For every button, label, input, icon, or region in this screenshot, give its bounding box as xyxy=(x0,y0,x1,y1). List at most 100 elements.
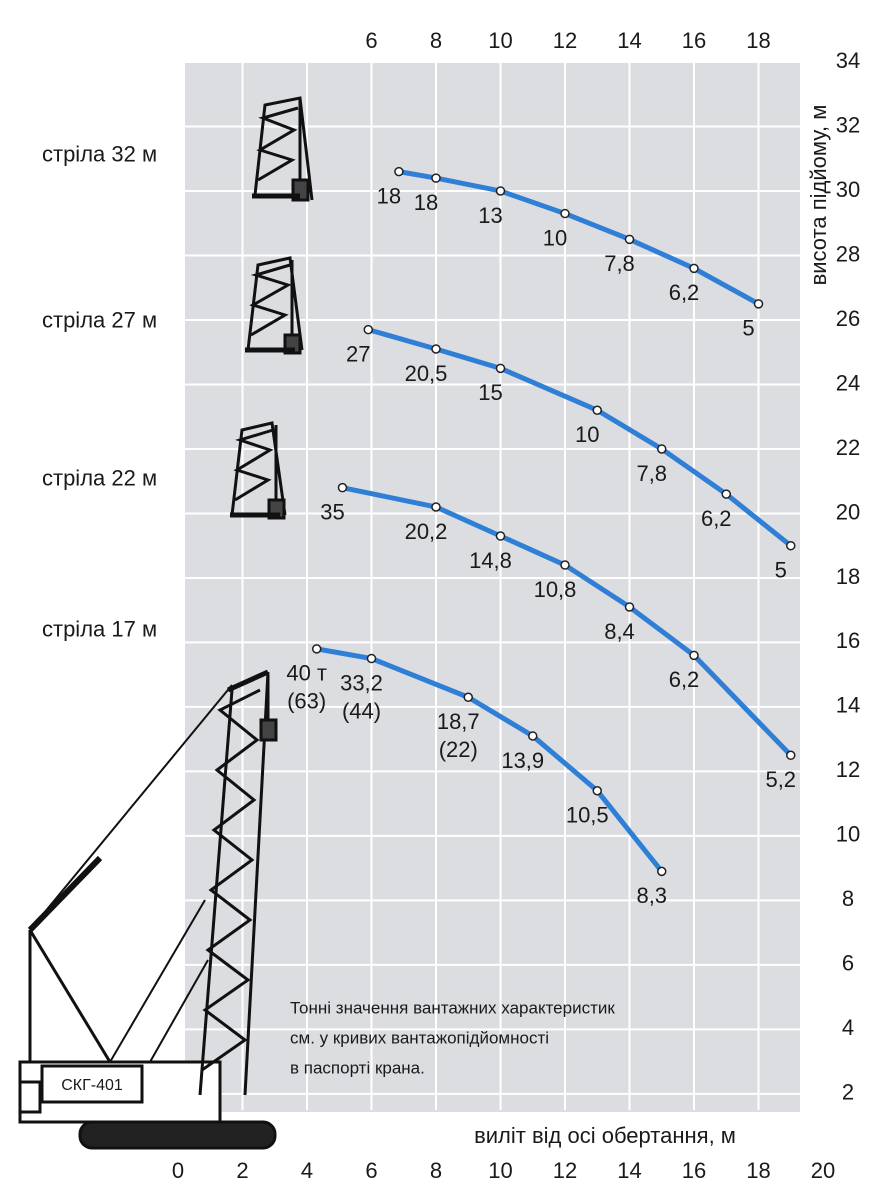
crane-plate xyxy=(45,1070,140,1100)
x-tick-label: 2 xyxy=(236,1158,248,1183)
point-label: 10,5 xyxy=(566,803,609,828)
point xyxy=(394,166,404,177)
x-tick-label: 8 xyxy=(430,1158,442,1183)
point xyxy=(624,602,635,612)
point xyxy=(721,489,731,499)
point xyxy=(624,234,635,245)
y-tick-label: 4 xyxy=(842,1015,854,1040)
x-tick-label: 18 xyxy=(746,1158,770,1183)
point xyxy=(786,750,796,761)
note-line: см. у кривих вантажопідйомності xyxy=(290,1028,549,1047)
y-tick-label: 8 xyxy=(842,886,854,911)
point xyxy=(560,208,570,219)
x-tick-label-top: 16 xyxy=(682,28,706,53)
point-label: 8,4 xyxy=(604,619,635,644)
y-tick-label: 18 xyxy=(836,564,860,589)
series-name: стріла 22 м xyxy=(42,465,157,490)
point-label: 7,8 xyxy=(636,461,667,486)
point-label: 7,8 xyxy=(604,251,635,276)
point xyxy=(657,444,667,454)
note-line: Тонні значення вантажних характеристик xyxy=(290,998,615,1017)
note-line: в паспорті крана. xyxy=(290,1058,425,1077)
point-label: 13,9 xyxy=(501,748,544,773)
point xyxy=(366,653,377,664)
point xyxy=(753,299,764,309)
y-tick-label: 14 xyxy=(836,693,860,718)
y-tick-label: 10 xyxy=(836,822,860,847)
point xyxy=(592,786,602,796)
x-tick-label-top: 18 xyxy=(746,28,770,53)
point-label: 40 т xyxy=(286,661,327,686)
point xyxy=(657,866,667,877)
point xyxy=(786,540,796,551)
series-name: стріла 32 м xyxy=(42,141,157,166)
point xyxy=(311,644,322,654)
point-label: 35 xyxy=(320,499,344,524)
point-label: 8,3 xyxy=(636,883,667,908)
point xyxy=(689,263,699,274)
y-tick-label: 16 xyxy=(836,628,860,653)
x-tick-label-top: 10 xyxy=(488,28,512,53)
point-label-secondary: (22) xyxy=(439,737,478,762)
x-tick-label: 14 xyxy=(617,1158,641,1183)
point xyxy=(689,650,699,661)
point xyxy=(495,186,506,196)
x-tick-label-top: 14 xyxy=(617,28,641,53)
y-tick-label: 6 xyxy=(842,951,854,976)
series-name: стріла 17 м xyxy=(42,617,157,642)
boom-icon xyxy=(230,421,287,520)
x-tick-label-top: 8 xyxy=(430,28,442,53)
point xyxy=(495,363,506,374)
y-tick-label: 34 xyxy=(836,48,860,73)
y-tick-label: 22 xyxy=(836,435,860,460)
x-tick-label-top: 6 xyxy=(365,28,377,53)
y-tick-label: 24 xyxy=(836,370,860,395)
y-tick-label: 20 xyxy=(836,499,860,524)
plot-background xyxy=(185,62,800,1112)
x-axis-title: виліт від осі обертання, м xyxy=(474,1123,736,1148)
point-label: 6,2 xyxy=(701,506,732,531)
point-label: 15 xyxy=(478,380,502,405)
point-label: 27 xyxy=(346,341,370,366)
point-label-secondary: (63) xyxy=(287,689,326,714)
y-tick-label: 26 xyxy=(836,306,860,331)
point xyxy=(528,731,538,741)
y-tick-label: 12 xyxy=(836,757,860,782)
point-label: 5 xyxy=(775,558,787,583)
y-tick-label: 32 xyxy=(836,112,860,137)
load-curve xyxy=(314,646,665,874)
point-label: 20,5 xyxy=(405,361,448,386)
point xyxy=(363,324,374,335)
y-axis-title: висота підйому, м xyxy=(806,105,831,286)
point-label: 6,2 xyxy=(669,280,700,305)
point-label: 5,2 xyxy=(765,767,796,792)
boom-icon xyxy=(245,256,304,355)
point-label: 14,8 xyxy=(469,548,512,573)
point xyxy=(463,692,473,702)
point-label: 10,8 xyxy=(534,577,577,602)
point xyxy=(495,531,506,541)
crane-label: СКГ-401 xyxy=(61,1077,123,1094)
point xyxy=(560,560,570,570)
point xyxy=(431,344,441,354)
series-name: стріла 27 м xyxy=(42,307,157,332)
point-label: 18,7 xyxy=(437,709,480,734)
x-tick-label: 10 xyxy=(488,1158,512,1183)
x-tick-label-top: 12 xyxy=(553,28,577,53)
y-tick-label: 30 xyxy=(836,177,860,202)
x-tick-label: 20 xyxy=(811,1158,835,1183)
point xyxy=(592,405,602,416)
x-tick-label: 12 xyxy=(553,1158,577,1183)
y-tick-label: 2 xyxy=(842,1080,854,1105)
point xyxy=(337,482,348,493)
point xyxy=(431,173,441,183)
point-label: 6,2 xyxy=(669,667,700,692)
point-label: 20,2 xyxy=(405,519,448,544)
point-label: 10 xyxy=(543,225,567,250)
point-label-secondary: (44) xyxy=(342,698,381,723)
point-label: 18 xyxy=(377,183,401,208)
point-label: 33,2 xyxy=(340,670,383,695)
x-tick-label: 4 xyxy=(301,1158,313,1183)
point-label: 13 xyxy=(478,203,502,228)
